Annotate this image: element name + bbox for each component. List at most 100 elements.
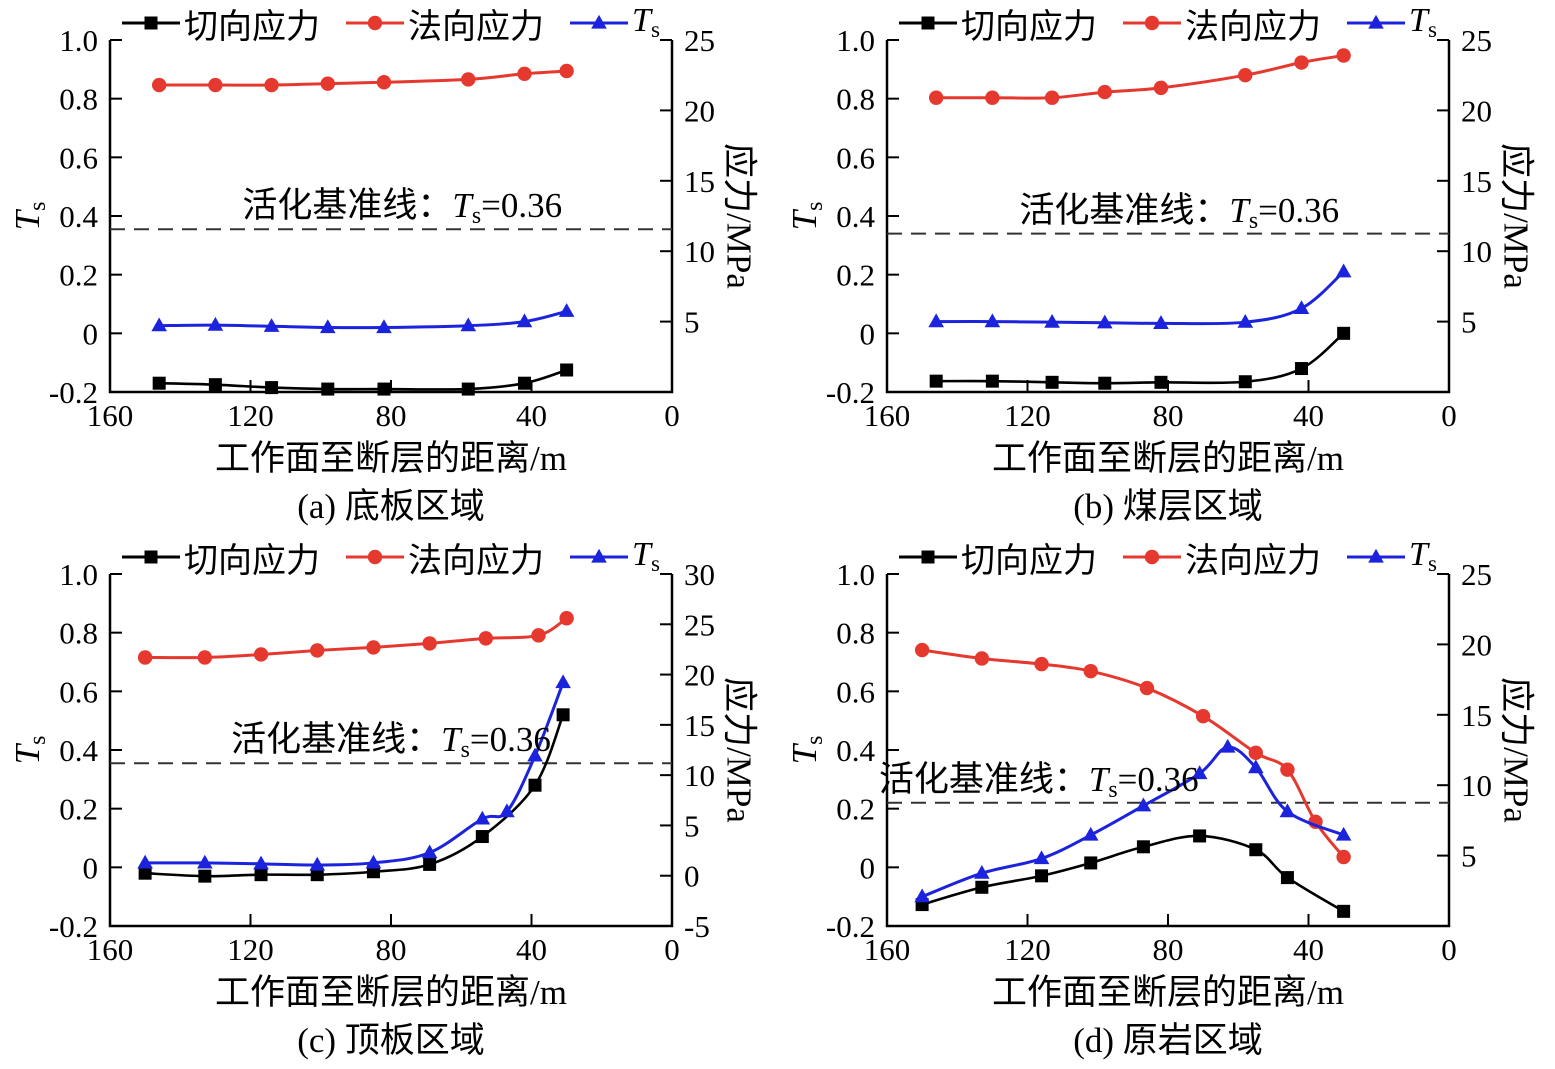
svg-text:0.8: 0.8 xyxy=(836,616,875,651)
legend-item-ts: Ts xyxy=(570,536,660,578)
svg-text:0: 0 xyxy=(860,850,876,885)
svg-text:1.0: 1.0 xyxy=(59,557,98,592)
legend-label: 法向应力 xyxy=(1185,8,1322,46)
svg-text:1.0: 1.0 xyxy=(59,23,98,58)
plot-area-a: -0.2 0 0.2 0.4 0.6 0.8 1.0 5 10 15 20 25 160 120 80 40 0 xyxy=(49,23,715,433)
svg-text:80: 80 xyxy=(1153,932,1184,967)
svg-text:0.2: 0.2 xyxy=(836,792,875,827)
svg-text:80: 80 xyxy=(376,932,407,967)
baseline-annotation: 活化基准线：Ts=0.36 xyxy=(242,186,563,230)
chart-panel-a: -0.2 0 0.2 0.4 0.6 0.8 1.0 5 10 15 20 25 160 120 80 40 0… xyxy=(0,0,777,534)
svg-text:20: 20 xyxy=(684,93,715,128)
plot-area-b: -0.2 0 0.2 0.4 0.6 0.8 1.0 5 10 15 20 25 160 120 80 40 0 xyxy=(826,23,1492,433)
legend-item-normal: 法向应力 xyxy=(346,0,544,48)
svg-text:0.4: 0.4 xyxy=(59,199,98,234)
svg-text:30: 30 xyxy=(684,557,715,592)
x-axis-title: 工作面至断层的距离/m xyxy=(992,973,1344,1012)
svg-text:0: 0 xyxy=(684,859,700,894)
legend-label: Ts xyxy=(632,2,660,43)
svg-text:0.2: 0.2 xyxy=(836,258,875,293)
svg-text:15: 15 xyxy=(1461,164,1492,199)
legend-item-tangential: 切向应力 xyxy=(899,0,1097,48)
legend: 切向应力 法向应力 Ts xyxy=(887,536,1449,580)
svg-text:25: 25 xyxy=(1461,23,1492,58)
square-marker-icon xyxy=(899,16,958,30)
svg-text:15: 15 xyxy=(684,708,715,743)
legend-item-normal: 法向应力 xyxy=(1123,0,1321,48)
x-axis-title: 工作面至断层的距离/m xyxy=(215,439,567,478)
svg-text:-0.2: -0.2 xyxy=(49,375,98,410)
circle-marker-icon xyxy=(346,549,405,565)
svg-text:10: 10 xyxy=(684,234,715,269)
svg-text:0: 0 xyxy=(1441,398,1457,433)
legend-item-normal: 法向应力 xyxy=(346,533,544,582)
svg-text:0.4: 0.4 xyxy=(836,199,875,234)
svg-text:25: 25 xyxy=(684,607,715,642)
x-axis-title: 工作面至断层的距离/m xyxy=(215,973,567,1012)
legend-item-normal: 法向应力 xyxy=(1123,533,1321,582)
baseline-annotation: 活化基准线：Ts=0.36 xyxy=(878,759,1199,803)
svg-text:10: 10 xyxy=(1461,768,1492,803)
legend-label: 切向应力 xyxy=(184,542,321,580)
left-axis-title: Ts xyxy=(8,735,51,765)
panel-caption: (b) 煤层区域 xyxy=(1073,487,1263,526)
legend-label: 法向应力 xyxy=(408,8,545,46)
plot-area-d: -0.2 0 0.2 0.4 0.6 0.8 1.0 5 10 15 20 25 160 120 80 40 0 xyxy=(826,557,1492,967)
square-marker-icon xyxy=(122,550,181,564)
legend-item-ts: Ts xyxy=(1347,2,1437,44)
left-axis-title: Ts xyxy=(8,201,51,231)
svg-text:1.0: 1.0 xyxy=(836,557,875,592)
svg-text:80: 80 xyxy=(1153,398,1184,433)
svg-text:160: 160 xyxy=(87,932,134,967)
left-axis-title: Ts xyxy=(785,201,828,231)
legend-item-ts: Ts xyxy=(1347,536,1437,578)
svg-text:5: 5 xyxy=(684,305,700,340)
svg-text:0.8: 0.8 xyxy=(59,616,98,651)
svg-text:40: 40 xyxy=(516,398,547,433)
svg-text:5: 5 xyxy=(1461,305,1477,340)
legend-label: Ts xyxy=(632,536,660,577)
chart-panel-b: -0.2 0 0.2 0.4 0.6 0.8 1.0 5 10 15 20 25 160 120 80 40 0… xyxy=(777,0,1555,534)
svg-text:0.4: 0.4 xyxy=(59,733,98,768)
svg-text:0.6: 0.6 xyxy=(836,140,875,175)
legend: 切向应力 法向应力 Ts xyxy=(110,2,672,46)
svg-text:25: 25 xyxy=(1461,557,1492,592)
svg-text:-0.2: -0.2 xyxy=(826,909,875,944)
legend: 切向应力 法向应力 Ts xyxy=(110,536,672,580)
right-axis-title: 应力/MPa xyxy=(1496,677,1536,823)
svg-text:15: 15 xyxy=(1461,698,1492,733)
svg-text:40: 40 xyxy=(1293,398,1324,433)
svg-text:-0.2: -0.2 xyxy=(826,375,875,410)
triangle-marker-icon xyxy=(570,548,629,563)
chart-panel-d: -0.2 0 0.2 0.4 0.6 0.8 1.0 5 10 15 20 25 160 120 80 40 0… xyxy=(777,534,1555,1069)
triangle-marker-icon xyxy=(570,14,629,29)
legend-label: Ts xyxy=(1409,2,1437,43)
svg-text:-0.2: -0.2 xyxy=(49,909,98,944)
legend-item-tangential: 切向应力 xyxy=(899,533,1097,582)
svg-text:25: 25 xyxy=(684,23,715,58)
svg-text:5: 5 xyxy=(684,808,700,843)
circle-marker-icon xyxy=(1123,549,1182,565)
svg-text:120: 120 xyxy=(1004,398,1051,433)
circle-marker-icon xyxy=(1123,15,1182,31)
x-axis-title: 工作面至断层的距离/m xyxy=(992,439,1344,478)
svg-text:10: 10 xyxy=(1461,234,1492,269)
legend-item-tangential: 切向应力 xyxy=(122,0,320,48)
svg-text:80: 80 xyxy=(376,398,407,433)
circle-marker-icon xyxy=(346,15,405,31)
legend-item-ts: Ts xyxy=(570,2,660,44)
svg-text:0: 0 xyxy=(664,932,680,967)
svg-text:5: 5 xyxy=(1461,839,1477,874)
svg-text:0.2: 0.2 xyxy=(59,792,98,827)
svg-text:0.2: 0.2 xyxy=(59,258,98,293)
svg-text:15: 15 xyxy=(684,164,715,199)
legend: 切向应力 法向应力 Ts xyxy=(887,2,1449,46)
triangle-marker-icon xyxy=(1347,14,1406,29)
panel-caption: (a) 底板区域 xyxy=(297,487,485,526)
svg-text:40: 40 xyxy=(516,932,547,967)
legend-item-tangential: 切向应力 xyxy=(122,533,320,582)
panel-caption: (c) 顶板区域 xyxy=(297,1021,485,1060)
panel-caption: (d) 原岩区域 xyxy=(1073,1021,1263,1060)
right-axis-title: 应力/MPa xyxy=(719,143,759,289)
